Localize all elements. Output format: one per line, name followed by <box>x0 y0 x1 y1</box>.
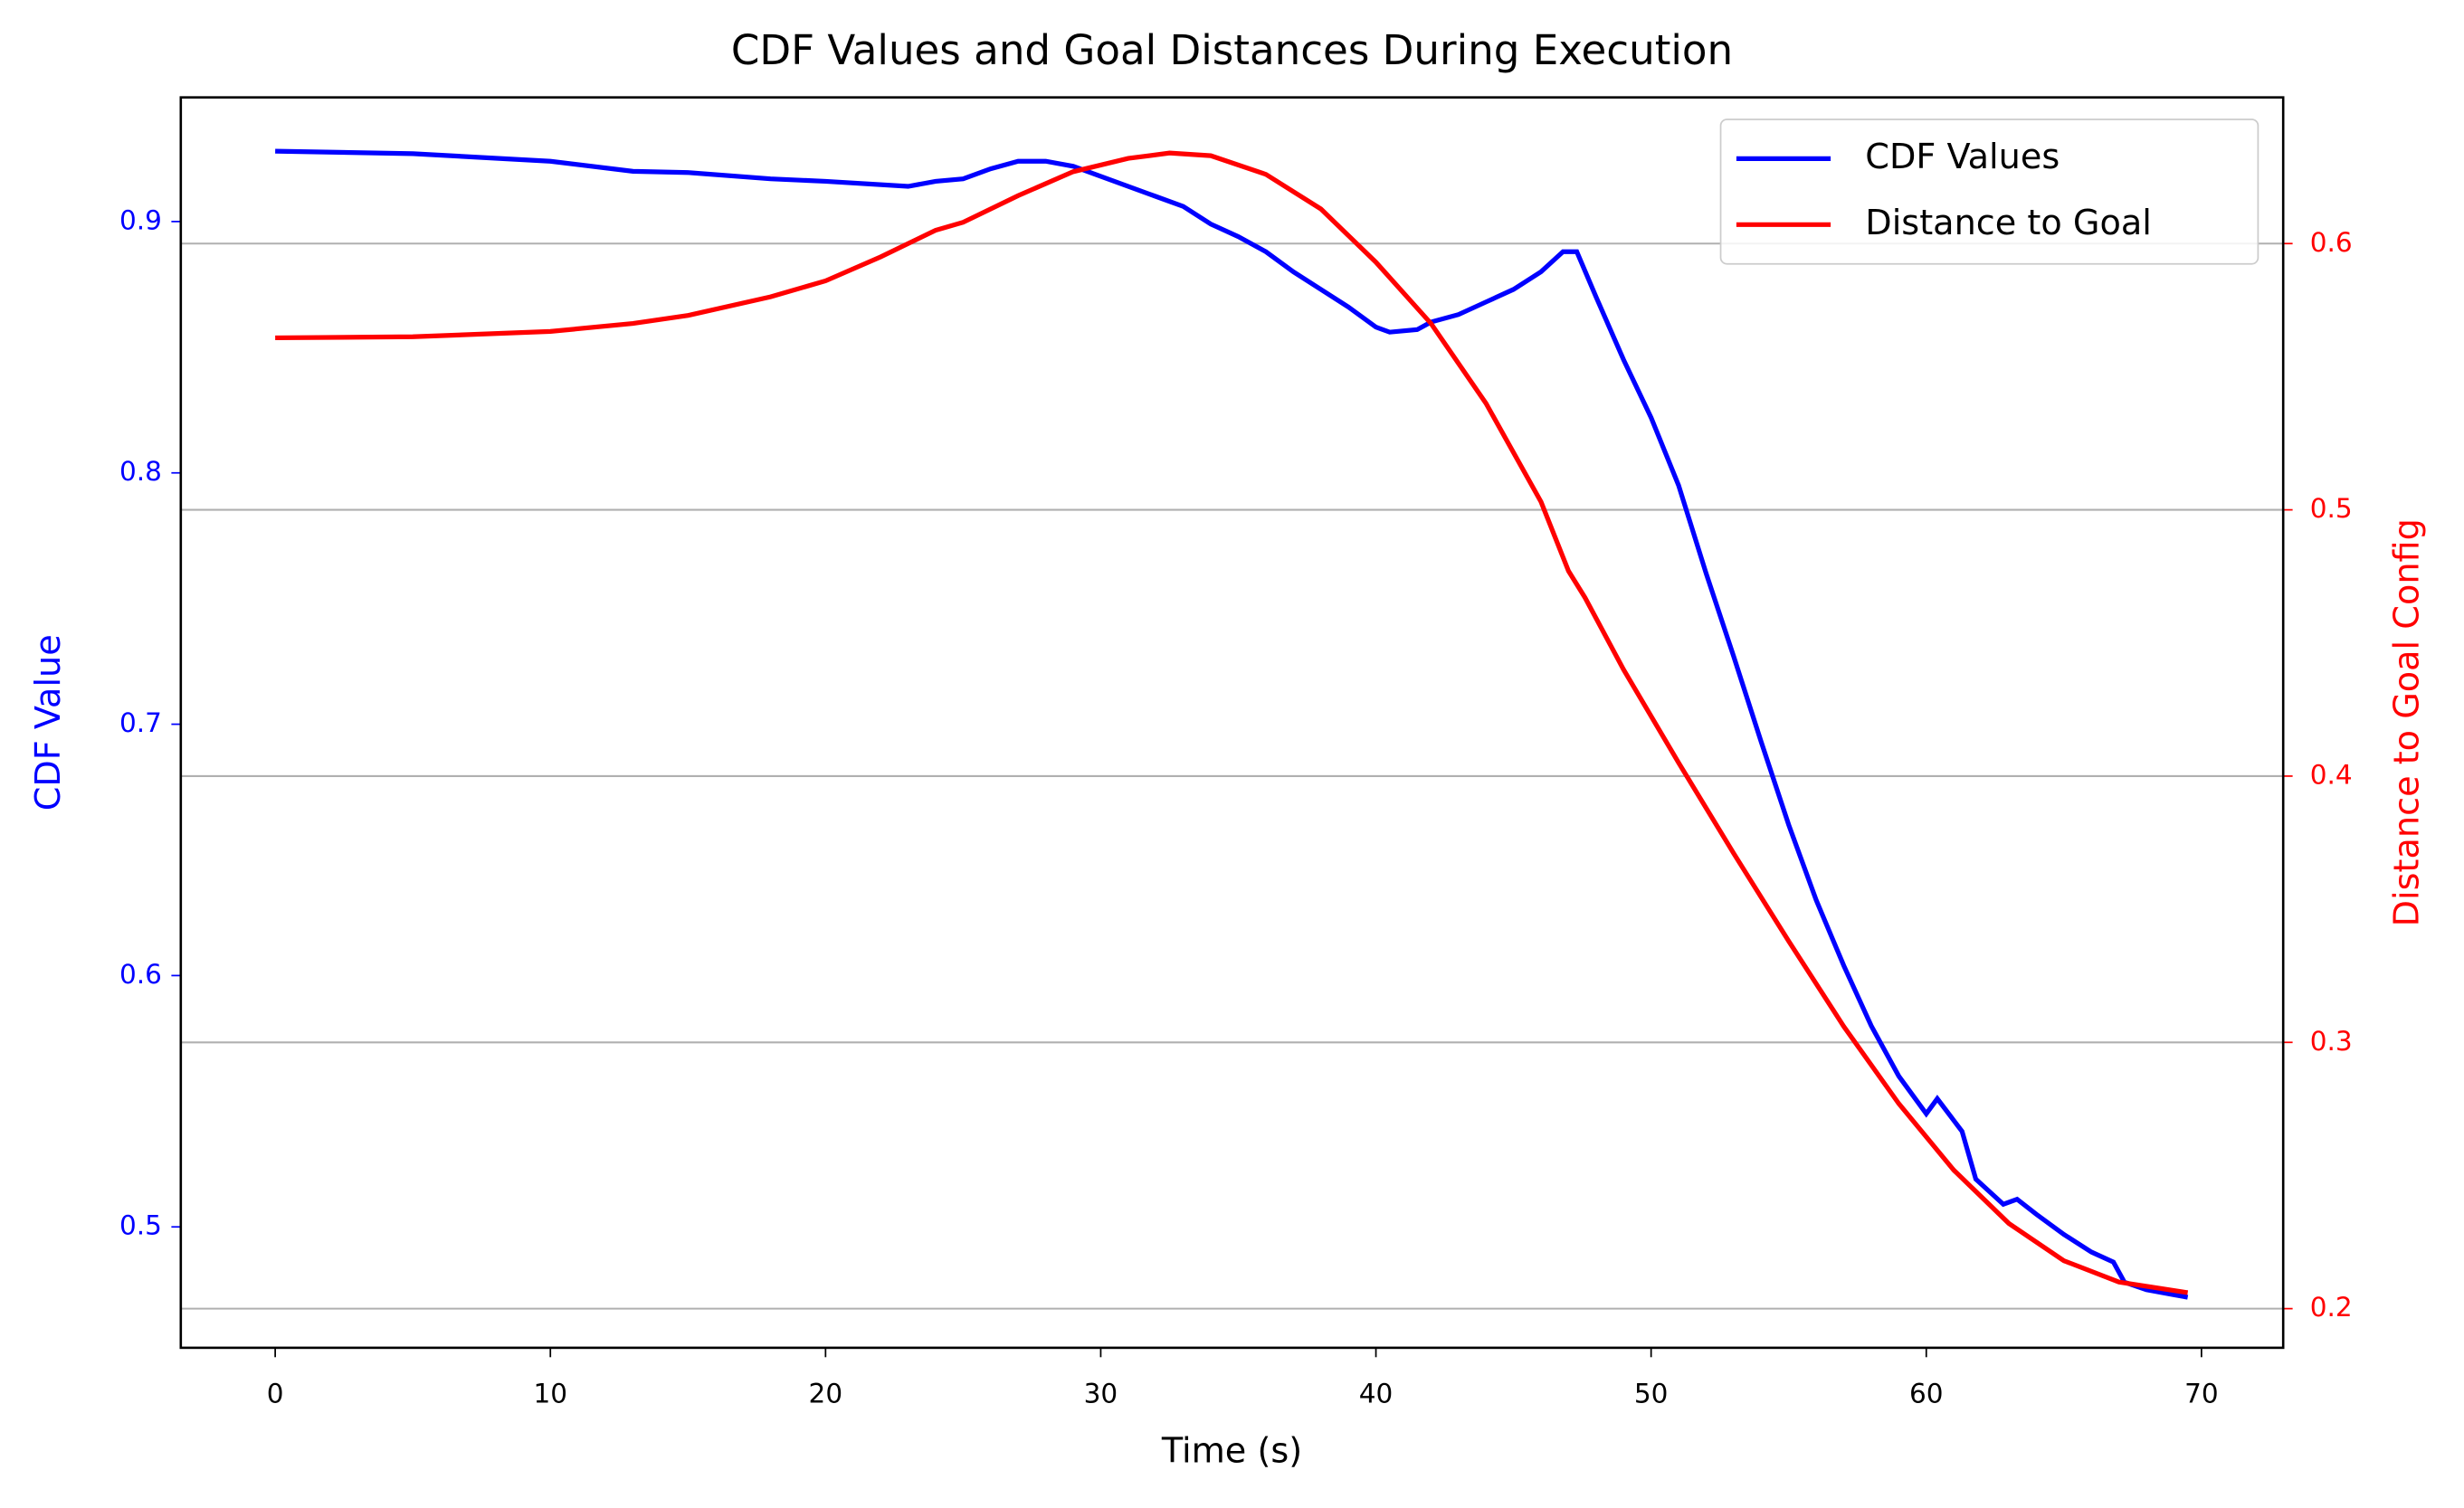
y2-tick-label: 0.4 <box>2310 759 2353 790</box>
y-tick-label: 0.8 <box>119 456 162 487</box>
y-tick-label: 0.9 <box>119 204 162 235</box>
data-line <box>275 148 2189 1300</box>
y-tick-label: 0.6 <box>119 959 162 990</box>
legend-label: Distance to Goal <box>1865 204 2152 243</box>
x-tick-label: 20 <box>809 1378 843 1408</box>
x-tick-label: 50 <box>1634 1378 1669 1408</box>
x-tick-label: 10 <box>533 1378 567 1408</box>
y-axis-label: CDF Value <box>29 634 69 811</box>
x-axis-label: Time (s) <box>1161 1432 1302 1472</box>
y2-axis-label: Distance to Goal Config <box>2388 518 2428 926</box>
y2-tick-label: 0.6 <box>2310 227 2353 258</box>
x-tick-label: 0 <box>267 1378 284 1408</box>
chart-title: CDF Values and Goal Distances During Exe… <box>731 26 1733 74</box>
x-tick-label: 40 <box>1359 1378 1394 1408</box>
y2-tick-label: 0.2 <box>2310 1292 2353 1323</box>
legend-box <box>1719 119 2259 265</box>
y-tick-label: 0.5 <box>119 1210 162 1241</box>
legend-label: CDF Values <box>1865 138 2060 177</box>
data-line <box>275 150 2189 1295</box>
x-tick-label: 70 <box>2184 1378 2219 1408</box>
x-tick-label: 30 <box>1084 1378 1118 1408</box>
x-tick-label: 60 <box>1909 1378 1944 1408</box>
y2-tick-label: 0.5 <box>2310 493 2353 524</box>
plot-frame <box>179 96 2285 1350</box>
y-tick-label: 0.7 <box>119 707 162 738</box>
y2-tick-label: 0.3 <box>2310 1026 2353 1057</box>
